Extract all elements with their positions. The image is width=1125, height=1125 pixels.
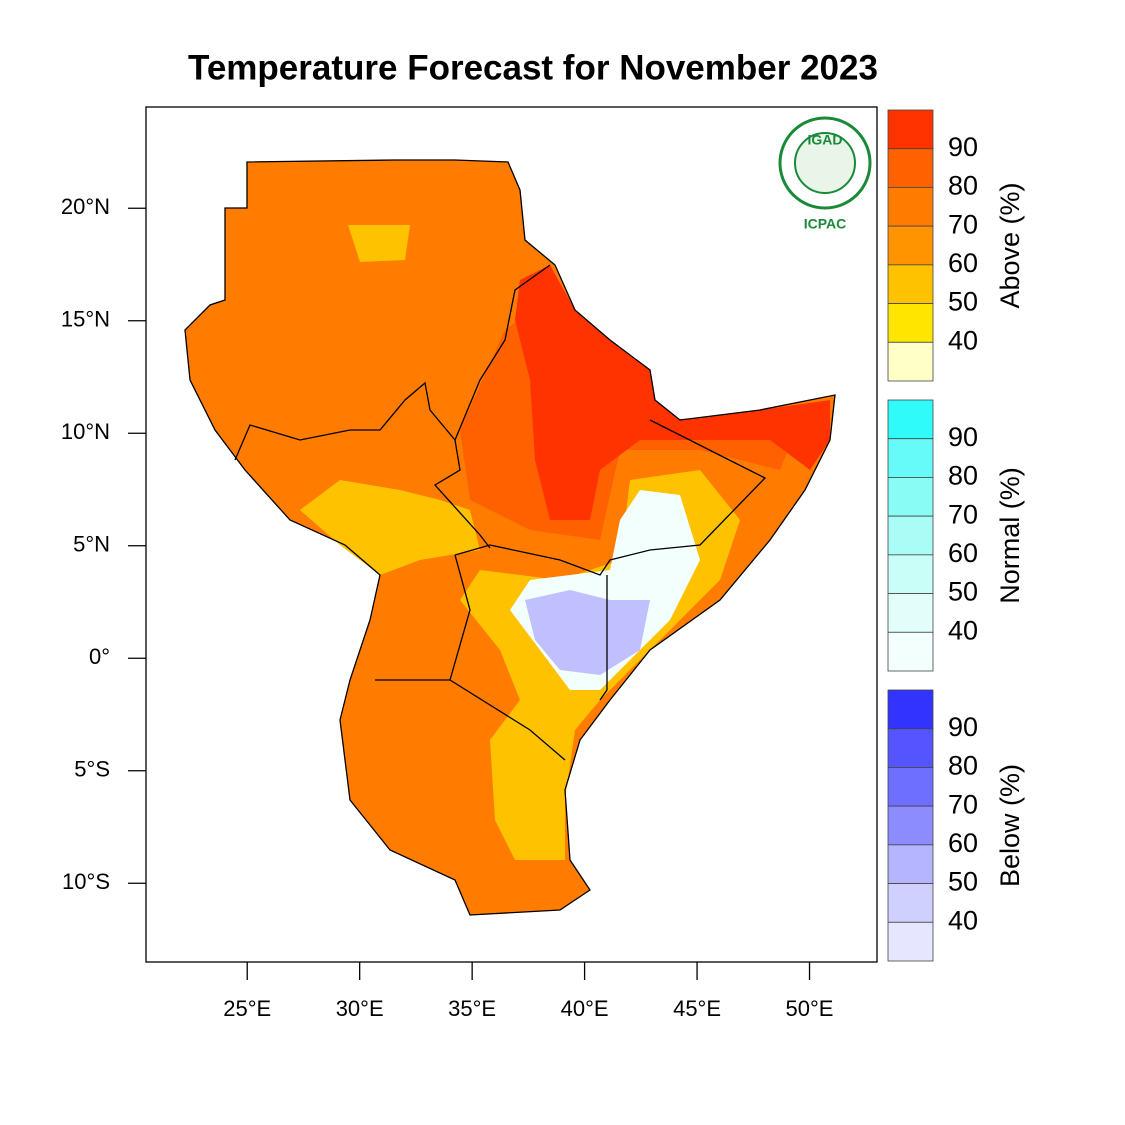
land-above-70 — [185, 160, 835, 915]
logo: IGAD ICPAC — [778, 116, 872, 232]
y-tick-label: 10°S — [62, 869, 110, 894]
zone-above-90 — [515, 265, 830, 520]
legend-swatch — [887, 805, 934, 846]
y-tick-label: 15°N — [61, 307, 110, 332]
legend-label: 70 — [948, 789, 978, 819]
legend-swatch — [887, 341, 934, 382]
legend-label: 40 — [948, 615, 978, 645]
land-outline — [184, 159, 836, 916]
legend-label: 80 — [948, 171, 978, 201]
legend-label: 60 — [948, 248, 978, 278]
y-tick-label: 5°N — [73, 532, 110, 557]
x-tick-label: 25°E — [223, 996, 271, 1021]
legend-swatch — [887, 225, 934, 266]
legend-label: 60 — [948, 828, 978, 858]
y-tick-label: 0° — [89, 644, 110, 669]
legend-label: 90 — [948, 422, 978, 452]
legend-swatch — [887, 844, 934, 884]
logo-name: IGAD — [808, 132, 843, 148]
legend-label: 90 — [948, 712, 978, 742]
legend-swatch — [887, 631, 934, 672]
title: Temperature Forecast for November 2023 — [188, 48, 878, 87]
legend-label: 50 — [948, 867, 978, 897]
x-tick-label: 30°E — [336, 996, 384, 1021]
border — [454, 419, 767, 576]
legend-swatch — [887, 109, 934, 150]
legend-swatch — [887, 515, 934, 556]
border — [375, 554, 471, 681]
legend-title: Above (%) — [995, 182, 1025, 308]
legend-label: 40 — [948, 905, 978, 935]
legend-label: 90 — [948, 132, 978, 162]
legend-swatch — [887, 187, 934, 227]
zone-above-60-sudan — [348, 225, 410, 262]
x-tick-label: 50°E — [786, 996, 834, 1021]
zone-below — [525, 590, 650, 675]
legend-label: 40 — [948, 325, 978, 355]
border — [454, 264, 551, 441]
x-tick-label: 45°E — [673, 996, 721, 1021]
legend-swatch — [887, 921, 934, 962]
legend-swatch — [887, 148, 934, 188]
legend-swatch — [887, 883, 934, 923]
legend-swatch — [887, 264, 934, 304]
logo-org: ICPAC — [804, 216, 847, 232]
x-tick-label: 40°E — [561, 996, 609, 1021]
legend-label: 70 — [948, 499, 978, 529]
legend-swatch — [887, 689, 934, 730]
logo-inner — [794, 132, 856, 194]
map-frame — [145, 106, 878, 963]
legend-swatch — [887, 554, 934, 594]
y-tick-label: 20°N — [61, 194, 110, 219]
legend-label: 60 — [948, 538, 978, 568]
legend-label: 50 — [948, 287, 978, 317]
legend-label: 80 — [948, 751, 978, 781]
map-fields — [184, 159, 836, 916]
y-tick-label: 10°N — [61, 419, 110, 444]
legend-swatch — [887, 399, 934, 440]
border — [234, 381, 491, 549]
x-tick-label: 35°E — [448, 996, 496, 1021]
legend-swatch — [887, 303, 934, 343]
legend-swatch — [887, 477, 934, 517]
legend-label: 50 — [948, 577, 978, 607]
y-tick-label: 5°S — [74, 757, 110, 782]
legend-swatch — [887, 728, 934, 768]
legend-swatch — [887, 593, 934, 633]
zone-above-60-north — [300, 480, 480, 575]
legend-swatch — [887, 438, 934, 478]
border — [599, 575, 608, 701]
legend-label: 70 — [948, 209, 978, 239]
legend-title: Below (%) — [995, 764, 1025, 887]
border — [449, 679, 566, 761]
legend-label: 80 — [948, 461, 978, 491]
legend-swatch — [887, 767, 934, 807]
legend-title: Normal (%) — [995, 467, 1025, 604]
